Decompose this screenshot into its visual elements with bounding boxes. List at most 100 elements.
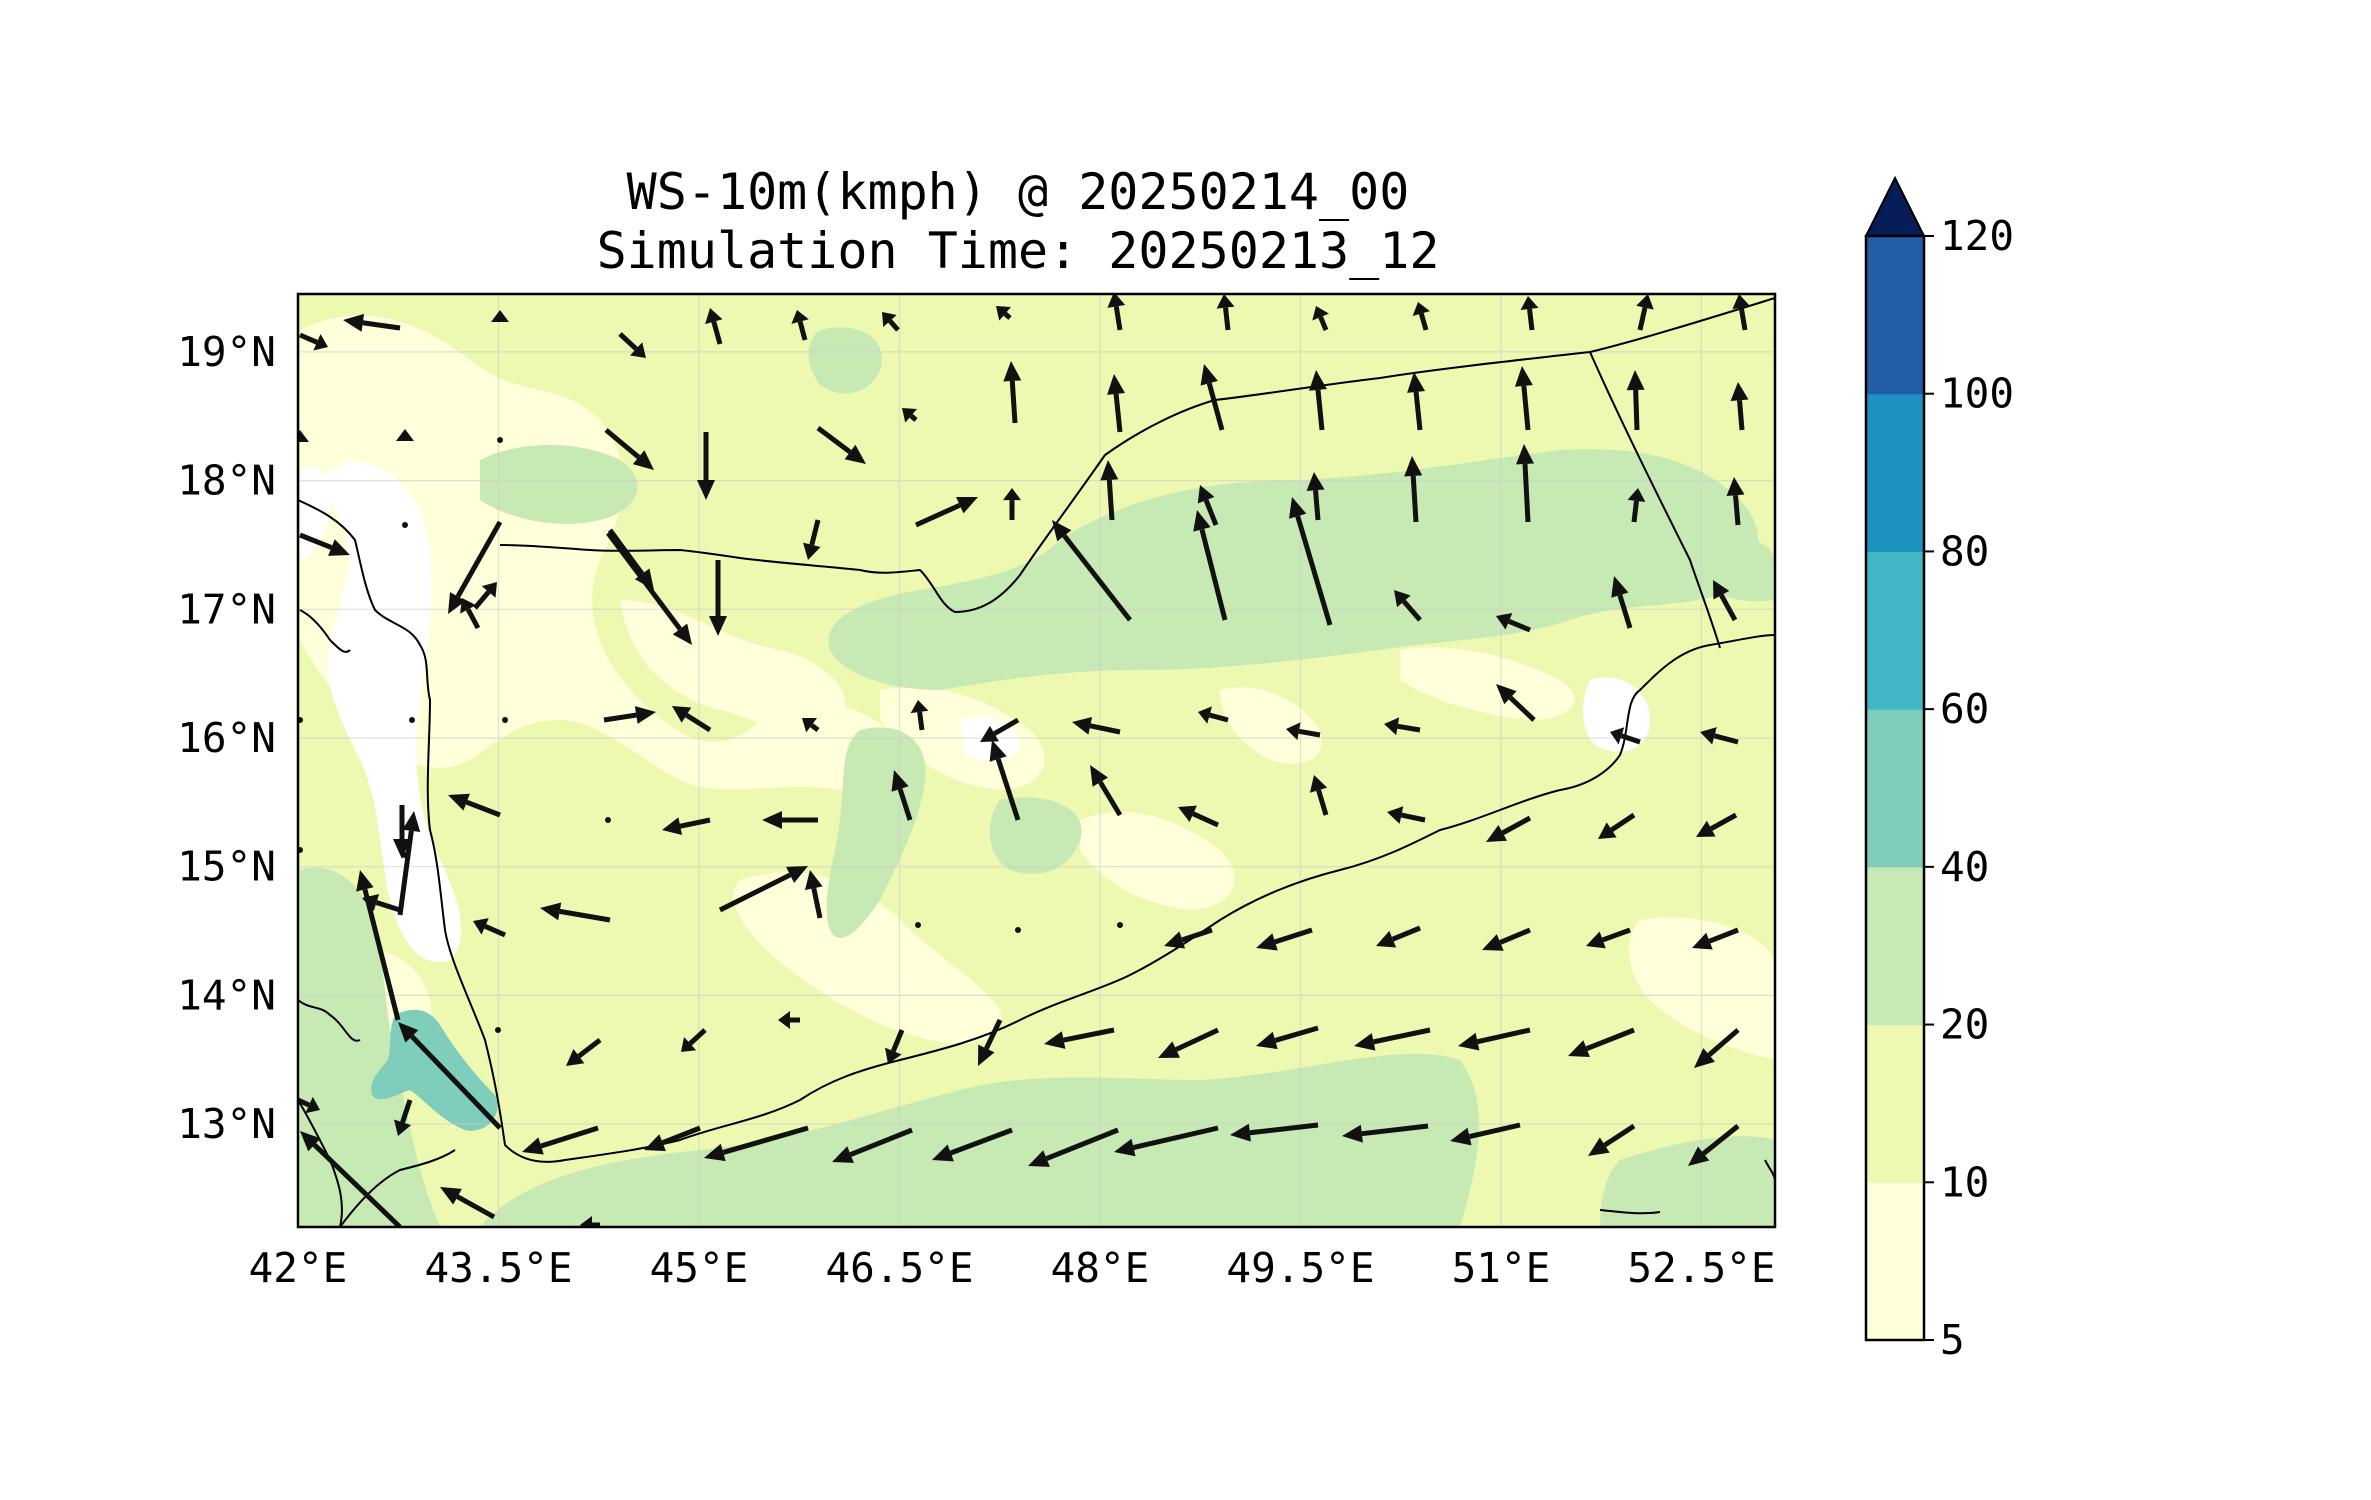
colorbar-tick-label: 60 (1940, 685, 1989, 733)
wind-arrow (1568, 1027, 1635, 1058)
wind-arrow (681, 1028, 707, 1052)
wind-arrow (791, 310, 809, 341)
y-axis-ticks: 13°N 14°N 15°N 16°N 17°N 18°N 19°N (177, 328, 276, 1148)
wind-arrow (409, 717, 415, 723)
x-tick-label: 49.5°E (1226, 1244, 1374, 1292)
x-tick-label: 52.5°E (1627, 1244, 1775, 1292)
colorbar: 5 10 20 40 60 80 100 120 (1864, 175, 2014, 1364)
colorbar-tick-label: 20 (1940, 1001, 1989, 1049)
y-tick-label: 15°N (177, 843, 276, 891)
wind-arrow (1015, 927, 1021, 933)
colorbar-tick-label: 120 (1940, 212, 2014, 260)
colorbar-segment (1866, 1182, 1924, 1341)
wind-arrow (396, 429, 414, 441)
wind-arrow (978, 1018, 1003, 1066)
wind-arrow (1354, 1027, 1431, 1051)
colorbar-tick-label: 5 (1940, 1316, 1965, 1364)
colorbar-frame (1864, 234, 1926, 1342)
wind-arrow (705, 308, 723, 345)
wind-arrow (1627, 488, 1646, 523)
wind-arrow (996, 306, 1012, 321)
wind-arrow (1387, 806, 1426, 824)
wind-arrow (1384, 717, 1421, 736)
wind-arrow (697, 432, 715, 500)
wind-arrow (298, 1096, 320, 1114)
wind-arrow (1052, 520, 1132, 622)
wind-arrow (448, 793, 501, 818)
wind-arrow (1107, 294, 1126, 331)
wind-arrow (473, 918, 507, 938)
colorbar-extend-triangle (1864, 175, 1926, 237)
wind-arrow (1496, 612, 1531, 633)
wind-arrow (1726, 477, 1745, 526)
wind-arrow (1696, 812, 1738, 837)
wind-vectors (298, 294, 1751, 1227)
x-tick-label: 48°E (1051, 1244, 1150, 1292)
wind-arrow (607, 528, 654, 590)
wind-arrow (440, 1187, 496, 1220)
wind-arrow (605, 817, 611, 823)
wind-arrow (644, 1125, 701, 1152)
wind-arrow (1394, 590, 1422, 622)
wind-arrow (804, 870, 823, 919)
wind-arrow (709, 560, 727, 636)
wind-arrow (618, 332, 646, 358)
wind-arrow (298, 430, 309, 442)
wind-arrow (1514, 366, 1533, 431)
wind-arrow (1636, 294, 1654, 331)
wind-arrow (1193, 510, 1228, 621)
wind-arrow (816, 426, 866, 464)
wind-arrow (299, 532, 350, 556)
wind-arrow (1482, 927, 1531, 951)
wind-arrow (803, 519, 821, 560)
wind-arrow (1044, 1027, 1115, 1049)
wind-arrow (1496, 684, 1536, 722)
wind-arrow (778, 1011, 800, 1029)
wind-arrow (1256, 927, 1313, 951)
wind-arrow (1520, 296, 1539, 331)
wind-arrow (1003, 361, 1022, 424)
y-tick-label: 17°N (177, 585, 276, 633)
wind-arrow (402, 522, 408, 528)
wind-arrow (1200, 364, 1225, 431)
wind-arrow (662, 817, 711, 836)
colorbar-tick-label: 40 (1940, 843, 1989, 891)
coastlines (298, 297, 1775, 1227)
wind-arrow (1404, 456, 1423, 523)
wind-arrow (1289, 497, 1333, 626)
wind-arrow (1412, 302, 1430, 331)
wind-arrow (448, 520, 503, 614)
wind-arrow (910, 700, 929, 731)
colorbar-segment (1866, 236, 1924, 395)
y-tick-label: 14°N (177, 971, 276, 1019)
wind-arrow (1158, 1027, 1220, 1058)
wind-arrow (398, 1022, 502, 1130)
wind-arrow (1028, 1127, 1119, 1167)
wind-arrow (1072, 716, 1121, 735)
wind-arrow (604, 428, 654, 470)
x-tick-label: 43.5°E (424, 1244, 572, 1292)
wind-arrow (882, 312, 900, 332)
y-tick-label: 19°N (177, 328, 276, 376)
x-axis-ticks: 42°E 43.5°E 45°E 46.5°E 48°E 49.5°E 51°E 52.5°E (249, 1244, 1776, 1292)
wind-arrow (762, 811, 818, 829)
wind-arrow (1107, 374, 1126, 433)
wind-arrow (1588, 1123, 1636, 1156)
wind-arrow (394, 1099, 413, 1136)
wind-arrow (704, 1125, 809, 1162)
wind-arrow (502, 717, 508, 723)
wind-arrow (1164, 927, 1213, 949)
wind-arrow (1713, 580, 1738, 622)
wind-arrow (1286, 722, 1321, 741)
colorbar-segment (1866, 709, 1924, 868)
wind-arrow (980, 717, 1020, 742)
colorbar-segment (1866, 866, 1924, 1026)
map-panel (298, 294, 1775, 1227)
wind-arrow (300, 1131, 402, 1227)
wind-arrow (603, 706, 656, 724)
wind-arrow (1586, 927, 1631, 949)
y-tick-label: 13°N (177, 1100, 276, 1148)
map-frame (296, 292, 1777, 1229)
wind-arrow (397, 811, 421, 916)
wind-arrow (989, 740, 1021, 821)
